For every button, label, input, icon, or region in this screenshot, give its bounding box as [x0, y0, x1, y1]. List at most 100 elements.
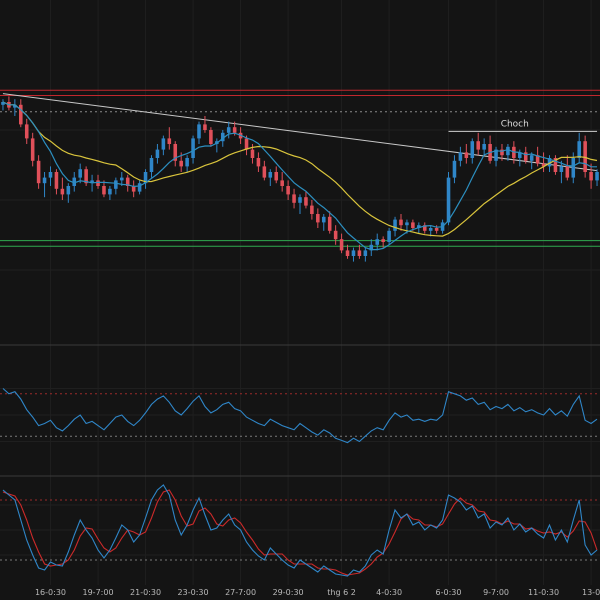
candle-body-46 [274, 172, 279, 181]
candle-body-5 [30, 138, 35, 161]
candle-body-52 [310, 205, 314, 214]
candle-body-51 [304, 197, 308, 206]
candle-body-29 [173, 144, 178, 161]
candle-body-50 [298, 197, 302, 203]
candle-body-66 [393, 219, 397, 231]
x-tick-label-4: 27-7:00 [225, 588, 256, 597]
candle-body-87 [518, 152, 522, 158]
candle-body-54 [321, 216, 326, 223]
candle-body-22 [131, 186, 136, 192]
candle-body-18 [108, 188, 112, 195]
candle-body-65 [387, 230, 391, 242]
candle-body-16 [96, 180, 100, 186]
candle-body-31 [185, 158, 189, 167]
candle-body-89 [529, 155, 534, 161]
candle-body-38 [226, 127, 231, 133]
x-tick-label-8: 6-0:30 [436, 588, 462, 597]
candle-body-23 [137, 183, 142, 192]
candle-body-32 [191, 138, 195, 158]
stoch-k-line [2, 484, 598, 577]
candle-body-96 [571, 158, 576, 178]
x-axis: 16-0:30 19-7:00 21-0:30 23-0:30 27-7:00 29-0:… [35, 588, 600, 597]
grid-layer [0, 0, 600, 585]
rsi-panel [0, 388, 600, 444]
x-tick-label-2: 21-0:30 [130, 588, 161, 597]
choch-label: Choch [501, 119, 529, 129]
x-tick-label-10: 11-0:30 [528, 588, 559, 597]
candle-body-99 [589, 172, 593, 181]
candle-body-2 [13, 104, 17, 108]
candle-body-63 [375, 239, 380, 245]
candle-body-27 [161, 138, 166, 150]
candle-body-64 [381, 239, 385, 242]
candle-body-71 [422, 225, 427, 231]
candle-body-45 [268, 172, 273, 178]
candle-body-49 [292, 194, 296, 203]
candle-body-35 [209, 130, 213, 144]
candle-body-73 [434, 228, 439, 231]
candle-body-4 [24, 124, 29, 139]
candle-body-30 [179, 160, 183, 167]
candle-body-58 [345, 250, 350, 256]
candle-body-6 [36, 160, 41, 184]
candle-body-15 [90, 180, 94, 184]
candle-body-42 [250, 149, 255, 158]
candle-body-25 [149, 158, 154, 172]
candle-body-55 [327, 216, 332, 231]
annotation-layer: Choch [448, 119, 598, 132]
candle-body-26 [155, 149, 160, 158]
candle-body-75 [446, 177, 451, 223]
candle-body-81 [482, 144, 486, 150]
candle-body-28 [167, 138, 172, 144]
candle-body-39 [232, 127, 237, 133]
candle-body-10 [60, 188, 65, 195]
candle-body-60 [357, 250, 362, 256]
candle-body-72 [428, 228, 433, 231]
moving-averages-layer [2, 101, 598, 251]
candle-body-34 [203, 124, 207, 130]
candle-body-67 [399, 219, 403, 226]
fast-moving-average-line [2, 101, 597, 251]
candle-body-91 [541, 163, 546, 167]
candle-body-19 [114, 180, 118, 189]
candle-body-83 [494, 149, 498, 161]
candle-body-93 [553, 158, 558, 172]
candle-body-17 [102, 186, 106, 195]
x-tick-label-1: 19-7:00 [83, 588, 114, 597]
candle-body-80 [476, 141, 480, 150]
x-tick-label-5: 29-0:30 [273, 588, 304, 597]
x-tick-label-3: 23-0:30 [178, 588, 209, 597]
candle-body-11 [66, 186, 71, 195]
candle-body-37 [220, 132, 225, 142]
price-levels-layer [0, 89, 600, 247]
candle-body-97 [577, 141, 581, 158]
candle-body-100 [595, 172, 599, 181]
candle-body-13 [78, 169, 82, 178]
x-tick-label-9: 9-7:00 [483, 588, 509, 597]
candle-body-48 [286, 186, 290, 195]
candle-body-21 [125, 177, 130, 186]
candle-body-90 [535, 155, 540, 164]
candle-body-92 [547, 158, 552, 167]
candle-body-77 [458, 152, 463, 161]
x-tick-label-0: 16-0:30 [35, 588, 66, 597]
candle-body-33 [197, 124, 201, 139]
candle-body-84 [500, 149, 504, 156]
candle-body-70 [417, 225, 421, 228]
candle-body-88 [523, 152, 528, 161]
candle-body-7 [42, 177, 47, 184]
candle-body-8 [48, 172, 53, 178]
candle-body-47 [280, 180, 284, 186]
candle-body-53 [316, 214, 320, 223]
x-tick-label-6: thg 6 2 [327, 588, 356, 597]
candle-body-68 [405, 222, 409, 226]
trendline [2, 93, 598, 172]
candle-body-44 [262, 166, 267, 178]
candle-body-59 [351, 250, 356, 256]
candle-body-9 [54, 172, 59, 189]
rsi-line [2, 388, 598, 444]
candle-body-78 [464, 152, 469, 158]
candle-body-3 [19, 104, 23, 125]
stoch-d-line [2, 489, 598, 576]
